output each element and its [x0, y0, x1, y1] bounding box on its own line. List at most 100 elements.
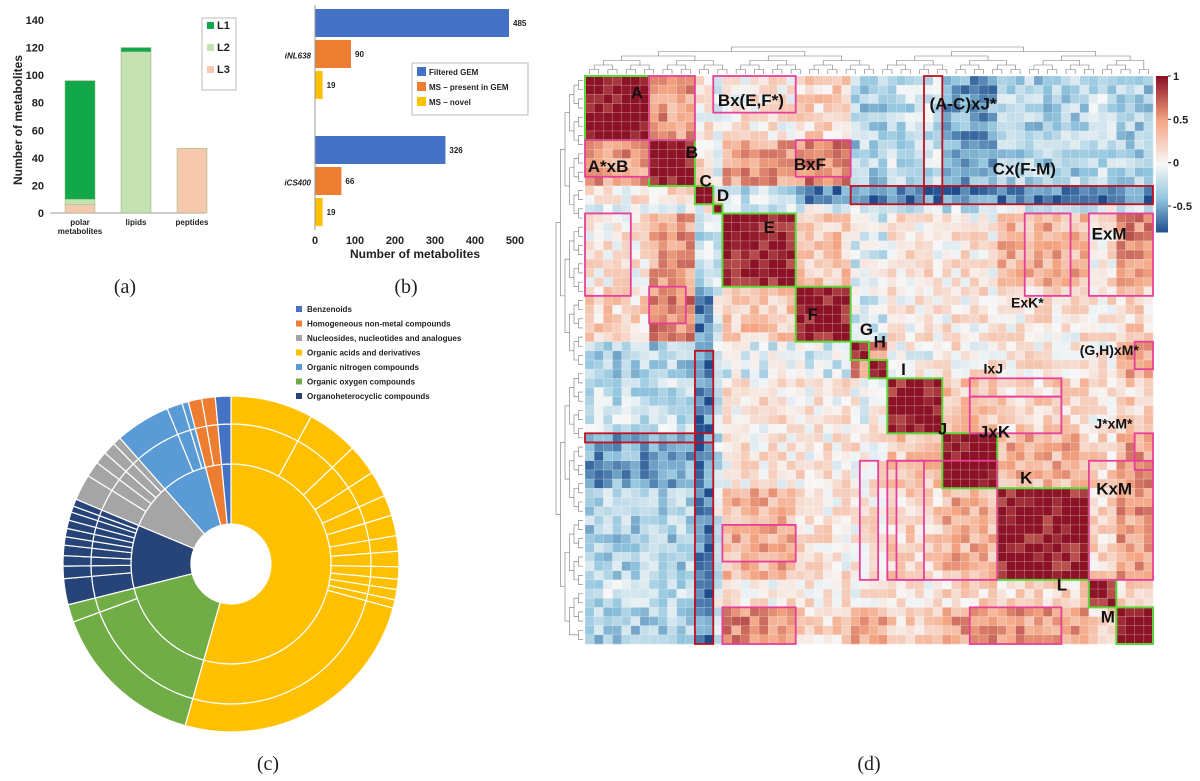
heatmap-cell: [804, 130, 815, 141]
heatmap-cell: [923, 515, 934, 526]
heatmap-cell: [1052, 579, 1062, 590]
heatmap-cell: [841, 158, 851, 168]
heatmap-cell: [694, 314, 705, 324]
heatmap-cell: [1107, 469, 1117, 480]
heatmap-cell: [603, 341, 613, 352]
heatmap-cell: [585, 460, 595, 471]
heatmap-cell: [814, 570, 824, 581]
heatmap-cell: [1098, 396, 1108, 407]
heatmap-cell: [759, 112, 769, 123]
heatmap-cell: [740, 130, 751, 141]
heatmap-cell: [1143, 176, 1154, 187]
heatmap-cell: [649, 213, 659, 223]
heatmap-cell: [795, 360, 806, 370]
heatmap-cell: [896, 295, 906, 306]
heatmap-cell: [1143, 589, 1154, 599]
heatmap-cell: [887, 259, 897, 269]
heatmap-cell: [933, 231, 943, 242]
heatmap-left-dendrogram-branch: [578, 465, 583, 475]
heatmap-cell: [1143, 94, 1154, 104]
heatmap-cell: [1015, 396, 1026, 407]
heatmap-cell: [713, 552, 723, 562]
heatmap-cell: [1015, 579, 1026, 590]
heatmap-cell: [1079, 158, 1090, 168]
heatmap-cell: [594, 534, 604, 544]
heatmap-cell: [759, 515, 769, 526]
heatmap-cell: [960, 286, 971, 297]
heatmap-cell: [630, 369, 641, 379]
heatmap-cell: [1079, 314, 1090, 324]
heatmap-cell: [823, 561, 833, 572]
heatmap-cell: [1079, 570, 1090, 581]
heatmap-cell: [1024, 570, 1035, 581]
heatmap-cell: [749, 534, 760, 544]
heatmap-cell: [859, 259, 870, 269]
heatmap-cell: [731, 634, 742, 645]
heatmap-cell: [814, 250, 824, 260]
heatmap-colorbar-step: [1156, 174, 1168, 178]
heatmap-cell: [969, 625, 980, 636]
heatmap-cell: [1006, 479, 1016, 489]
heatmap-cell: [997, 396, 1007, 407]
heatmap-cell: [1088, 552, 1099, 562]
heatmap-cell: [1143, 469, 1154, 480]
heatmap-cell: [585, 607, 595, 617]
heatmap-cell: [905, 497, 916, 507]
heatmap-cell: [1125, 295, 1135, 306]
heatmap-cell: [759, 598, 769, 608]
heatmap-cell: [1070, 350, 1081, 361]
heatmap-cell: [850, 579, 861, 590]
heatmap-cell: [676, 121, 687, 132]
heatmap-cell: [585, 222, 595, 233]
heatmap-cell: [603, 469, 613, 480]
heatmap-cell: [630, 350, 641, 361]
heatmap-cell: [740, 286, 751, 297]
heatmap-cell: [749, 552, 760, 562]
heatmap-cell: [621, 103, 632, 113]
heatmap-cell: [896, 616, 906, 626]
heatmap-cell: [1070, 323, 1081, 333]
heatmap-cell: [630, 204, 641, 214]
heatmap-cell: [878, 350, 888, 361]
heatmap-left-dendrogram-branch: [578, 190, 583, 200]
heatmap-cell: [649, 323, 659, 333]
heatmap-cell: [1116, 616, 1126, 626]
heatmap-cell: [814, 305, 824, 315]
heatmap-cell: [832, 185, 842, 196]
heatmap-cell: [795, 240, 806, 251]
heatmap-cell: [850, 277, 861, 288]
heatmap-cell: [786, 369, 797, 379]
heatmap-cell: [896, 534, 906, 544]
heatmap-left-dendrogram-branch: [578, 245, 583, 255]
heatmap-cell: [1116, 259, 1126, 269]
heatmap-cell: [621, 579, 632, 590]
heatmap-cell: [1134, 579, 1145, 590]
heatmap-cell: [859, 250, 870, 260]
heatmap-cell: [988, 332, 998, 342]
heatmap-cell: [933, 387, 943, 397]
heatmap-cell: [1125, 433, 1135, 443]
heatmap-cell: [795, 277, 806, 288]
heatmap-cell: [905, 295, 916, 306]
heatmap-cell: [603, 607, 613, 617]
heatmap-cell: [1107, 112, 1117, 123]
heatmap-cell: [639, 185, 650, 196]
heatmap-cell: [649, 76, 659, 86]
heatmap-cell: [786, 204, 797, 214]
chart-b-legend-swatch-2: [417, 97, 426, 106]
heatmap-left-dendrogram-branch: [564, 112, 570, 187]
heatmap-cell: [1070, 414, 1081, 425]
heatmap-colorbar-step: [1156, 226, 1168, 230]
heatmap-cell: [969, 369, 980, 379]
heatmap-cell: [951, 369, 961, 379]
heatmap-left-dendrogram-branch: [578, 428, 583, 439]
heatmap-cell: [1033, 369, 1044, 379]
heatmap-cell: [612, 479, 622, 489]
heatmap-cell: [1043, 589, 1053, 599]
heatmap-cell: [621, 259, 632, 269]
heatmap-cell: [603, 479, 613, 489]
heatmap-cell: [1143, 607, 1154, 617]
heatmap-cell: [859, 350, 870, 361]
heatmap-cell: [905, 479, 916, 489]
